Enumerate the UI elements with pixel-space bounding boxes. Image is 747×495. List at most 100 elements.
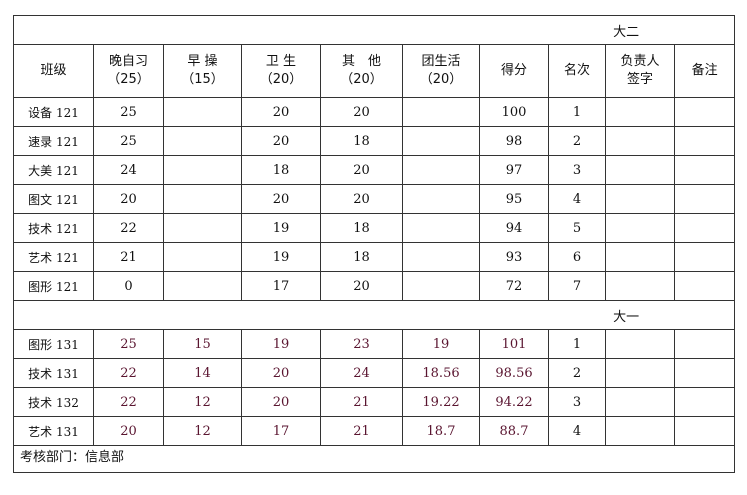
table-cell: 4 [548, 416, 606, 446]
header-label: 其 他 [341, 54, 381, 69]
table-cell [402, 184, 480, 214]
table-cell: 19.22 [402, 387, 480, 417]
header-label: 班级 [40, 63, 67, 78]
header-label: 早 操 [187, 54, 218, 69]
table-row: 图形 131 25 15 19 23 19 101 1 [13, 329, 736, 359]
section-row: 大二 [12, 15, 736, 45]
table-cell: 20 [241, 387, 321, 417]
header-row: 班级 晚自习 （25） 早 操 （15） 卫 生 （20） 其 他 （20） 团生活 （20） 得分 名… [13, 44, 736, 98]
table-cell: 18 [320, 213, 403, 243]
table-cell: 19 [241, 329, 321, 359]
section-label: 大一 [12, 300, 736, 330]
table-cell: 24 [320, 358, 403, 388]
table-cell [673, 213, 736, 243]
table-cell: 20 [320, 184, 403, 214]
table-cell: 22 [93, 358, 164, 388]
table-cell: 12 [163, 387, 242, 417]
header-label: 晚自习 [108, 54, 148, 69]
table-cell: 23 [320, 329, 403, 359]
class-name-cell: 艺术 131 [13, 416, 94, 446]
table-cell: 17 [241, 416, 321, 446]
table-cell: 5 [548, 213, 606, 243]
table-cell: 94 [479, 213, 549, 243]
table-cell [673, 126, 736, 156]
table-cell: 20 [241, 184, 321, 214]
class-name-cell: 技术 121 [13, 213, 94, 243]
section-row: 大一 [12, 300, 736, 330]
table-cell [605, 416, 675, 446]
table-cell: 1 [548, 329, 606, 359]
table-cell: 94.22 [479, 387, 549, 417]
table-cell: 21 [320, 416, 403, 446]
table-cell [605, 329, 675, 359]
table-cell: 22 [93, 213, 164, 243]
table-cell [605, 155, 675, 185]
table-cell [402, 242, 480, 272]
table-cell: 18.7 [402, 416, 480, 446]
column-header: 得分 [479, 44, 549, 98]
table-cell: 7 [548, 271, 606, 301]
footer-note: 考核部门：信息部 [12, 445, 736, 473]
table-cell [163, 184, 242, 214]
table-cell: 19 [241, 213, 321, 243]
table-cell: 20 [241, 126, 321, 156]
table-cell: 95 [479, 184, 549, 214]
header-sublabel: （25） [107, 72, 150, 87]
table-cell [402, 155, 480, 185]
table-cell: 72 [479, 271, 549, 301]
table-cell: 0 [93, 271, 164, 301]
table-cell: 6 [548, 242, 606, 272]
table-cell [402, 213, 480, 243]
table-cell [605, 126, 675, 156]
table-cell: 22 [93, 387, 164, 417]
column-header: 其 他 （20） [320, 44, 403, 98]
column-header: 名次 [548, 44, 606, 98]
table-cell: 20 [320, 97, 403, 127]
table-cell: 4 [548, 184, 606, 214]
table-cell [163, 97, 242, 127]
table-cell: 19 [402, 329, 480, 359]
table-cell: 25 [93, 97, 164, 127]
table-row: 技术 121 22 19 18 94 5 [13, 213, 736, 243]
table-cell: 3 [548, 155, 606, 185]
table-cell: 100 [479, 97, 549, 127]
table-row: 大美 121 24 18 20 97 3 [13, 155, 736, 185]
table-cell: 2 [548, 358, 606, 388]
score-table: 大二 班级 晚自习 （25） 早 操 （15） 卫 生 （20） 其 他 （20） 团生活 （20） 得… [12, 15, 736, 473]
table-cell: 98 [479, 126, 549, 156]
table-row: 艺术 131 20 12 17 21 18.7 88.7 4 [13, 416, 736, 446]
table-cell: 101 [479, 329, 549, 359]
class-name-cell: 艺术 121 [13, 242, 94, 272]
table-cell: 93 [479, 242, 549, 272]
header-sublabel: （15） [181, 72, 224, 87]
header-sublabel: （20） [259, 72, 303, 87]
column-header: 备注 [673, 44, 736, 98]
table-row: 图文 121 20 20 20 95 4 [13, 184, 736, 214]
table-row: 艺术 121 21 19 18 93 6 [13, 242, 736, 272]
table-cell [402, 271, 480, 301]
header-sublabel: （20） [419, 72, 463, 87]
table-cell: 97 [479, 155, 549, 185]
table-cell [163, 242, 242, 272]
table-cell: 88.7 [479, 416, 549, 446]
table-cell: 2 [548, 126, 606, 156]
header-label: 名次 [563, 63, 590, 78]
table-row: 速录 121 25 20 18 98 2 [13, 126, 736, 156]
column-header: 卫 生 （20） [241, 44, 321, 98]
table-cell [402, 126, 480, 156]
header-label: 得分 [500, 63, 527, 78]
table-cell: 3 [548, 387, 606, 417]
table-cell: 20 [320, 155, 403, 185]
column-header: 负责人 签字 [605, 44, 675, 98]
table-cell: 14 [163, 358, 242, 388]
table-cell: 24 [93, 155, 164, 185]
column-header: 晚自习 （25） [93, 44, 164, 98]
table-cell: 20 [93, 416, 164, 446]
class-name-cell: 图形 131 [13, 329, 94, 359]
table-cell [605, 387, 675, 417]
header-label: 备注 [691, 63, 718, 78]
table-cell [605, 97, 675, 127]
table-cell [673, 358, 736, 388]
table-row: 技术 131 22 14 20 24 18.56 98.56 2 [13, 358, 736, 388]
table-cell: 20 [93, 184, 164, 214]
